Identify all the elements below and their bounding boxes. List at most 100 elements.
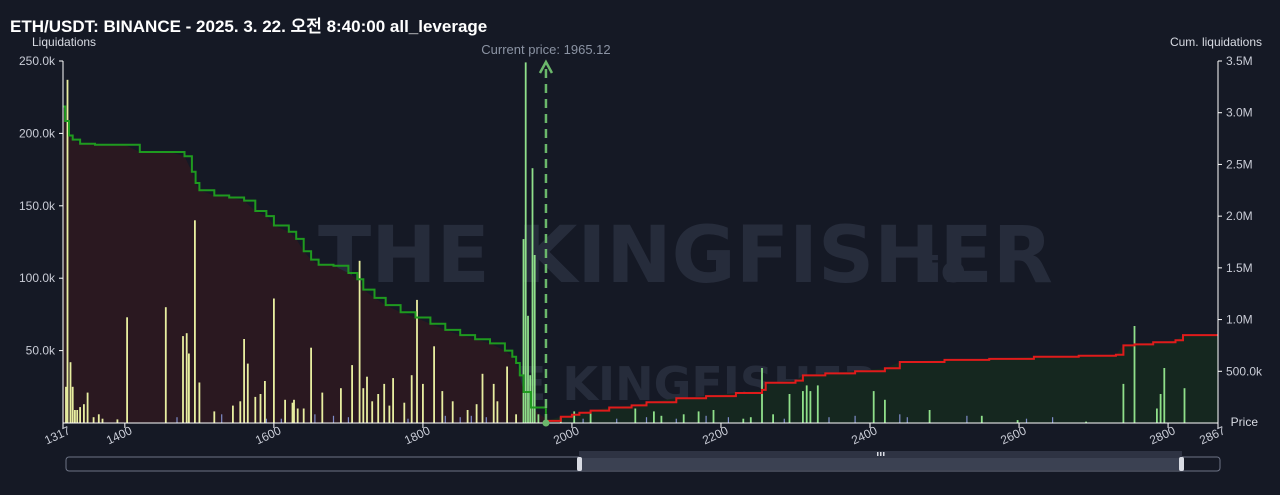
long-liquidation-bar (254, 396, 257, 423)
minor-liquidation-bar (280, 418, 282, 423)
long-liquidation-bar (101, 418, 104, 423)
long-liquidation-bar (164, 307, 167, 423)
short-liquidation-bar (761, 368, 763, 423)
right-y-tick-label: 2.0M (1226, 209, 1253, 223)
right-y-tick-label: 3.0M (1226, 106, 1253, 120)
long-liquidation-bar (243, 339, 245, 423)
long-liquidation-bar (246, 363, 249, 423)
long-liquidation-bar (66, 79, 69, 424)
cumulative-lines (63, 105, 1218, 422)
long-liquidation-bar (310, 347, 312, 423)
current-price-arrow-icon (538, 59, 554, 74)
minor-liquidation-bar (966, 415, 968, 423)
long-liquidation-bar (321, 392, 324, 423)
short-cumulative-line (545, 334, 1218, 422)
long-liquidation-bar (392, 378, 394, 423)
short-liquidation-bar (1122, 383, 1125, 423)
long-liquidation-bar (92, 417, 95, 423)
long-liquidation-bar (259, 394, 262, 423)
minor-liquidation-bar (906, 417, 908, 423)
long-liquidation-bar (182, 336, 184, 423)
minor-liquidation-bar (616, 418, 618, 423)
minor-liquidation-bar (854, 415, 856, 423)
long-liquidation-bar (293, 399, 295, 423)
short-liquidation-bar (697, 411, 700, 423)
short-liquidation-bar (872, 391, 875, 423)
minor-liquidation-bar (1025, 418, 1028, 423)
long-liquidation-bar (97, 414, 100, 423)
scrollbar-right-handle[interactable] (1179, 457, 1184, 471)
short-liquidation-bar (524, 62, 527, 424)
price-axis-title: Price (1231, 415, 1259, 429)
scrollbar-left-handle[interactable] (577, 457, 582, 471)
long-liquidation-bar (416, 299, 418, 423)
short-liquidation-bar (1016, 420, 1019, 423)
short-liquidation-bar (749, 417, 752, 423)
right-y-tick-label: 500.0k (1226, 364, 1263, 378)
minor-liquidation-bar (347, 417, 349, 423)
long-liquidation-bar (74, 410, 76, 423)
left-y-tick-label: 250.0k (19, 54, 56, 68)
minor-liquidation-bar (444, 415, 446, 423)
long-liquidation-bar (388, 405, 391, 423)
long-liquidation-bar (371, 401, 374, 423)
long-liquidation-bar (79, 407, 81, 423)
left-y-tick-label: 200.0k (19, 126, 56, 140)
long-liquidation-bar (65, 386, 67, 423)
long-liquidation-bar (358, 260, 361, 423)
long-liquidation-bar (451, 401, 454, 423)
long-liquidation-bar (232, 405, 234, 423)
minor-liquidation-bar (314, 414, 316, 423)
long-liquidation-bar (441, 391, 444, 423)
long-liquidation-bar (433, 346, 435, 423)
long-liquidation-bar (76, 410, 79, 423)
short-liquidation-bar (1133, 326, 1136, 423)
left-y-tick-label: 100.0k (19, 271, 56, 285)
right-y-tick-label: 1.0M (1226, 313, 1253, 327)
long-liquidation-bar (506, 366, 508, 423)
short-liquidation-bar (522, 239, 525, 423)
current-price-marker: Current price: 1965.12 (481, 42, 611, 427)
minor-liquidation-bar (675, 418, 677, 423)
left-y-tick-label: 150.0k (19, 199, 56, 213)
short-liquidation-bar (527, 315, 529, 423)
right-y-tick-label: 2.5M (1226, 157, 1253, 171)
minor-liquidation-bar (265, 418, 267, 423)
long-liquidation-bar (362, 388, 365, 423)
short-liquidation-bar (1085, 421, 1087, 423)
scrollbar-selection[interactable] (579, 458, 1182, 470)
minor-liquidation-bar (828, 417, 830, 423)
short-liquidation-bar (802, 391, 804, 423)
scrollbar-grip-icon[interactable] (877, 452, 885, 456)
long-liquidation-bar (273, 298, 275, 423)
short-liquidation-bar (805, 385, 808, 423)
short-liquidation-bar (573, 411, 576, 423)
long-liquidation-bar (496, 401, 499, 423)
short-liquidation-bar (772, 414, 774, 423)
long-cumulative-line (63, 105, 547, 419)
long-liquidation-bar (351, 365, 353, 423)
minor-liquidation-bar (459, 417, 461, 423)
long-liquidation-bar (213, 411, 216, 423)
long-liquidation-bar (515, 414, 517, 423)
long-liquidation-bar (422, 383, 424, 423)
long-liquidation-bar (188, 353, 190, 423)
long-liquidation-bar (194, 220, 196, 423)
minor-liquidation-bar (705, 415, 707, 423)
short-liquidation-bar (980, 415, 983, 423)
minor-liquidation-bar (783, 418, 785, 423)
long-liquidation-bar (377, 394, 380, 423)
short-liquidation-bar (809, 391, 812, 423)
range-scrollbar[interactable] (65, 451, 1221, 472)
short-liquidation-bar (653, 411, 655, 423)
long-liquidation-bar (291, 402, 294, 423)
short-liquidation-bar (634, 408, 637, 423)
short-liquidation-bar (1163, 368, 1166, 423)
long-liquidation-bar (383, 383, 386, 423)
short-liquidation-bar (928, 410, 931, 423)
minor-liquidation-bar (470, 415, 472, 423)
short-liquidation-bar (660, 415, 663, 423)
long-liquidation-bar (366, 376, 368, 423)
